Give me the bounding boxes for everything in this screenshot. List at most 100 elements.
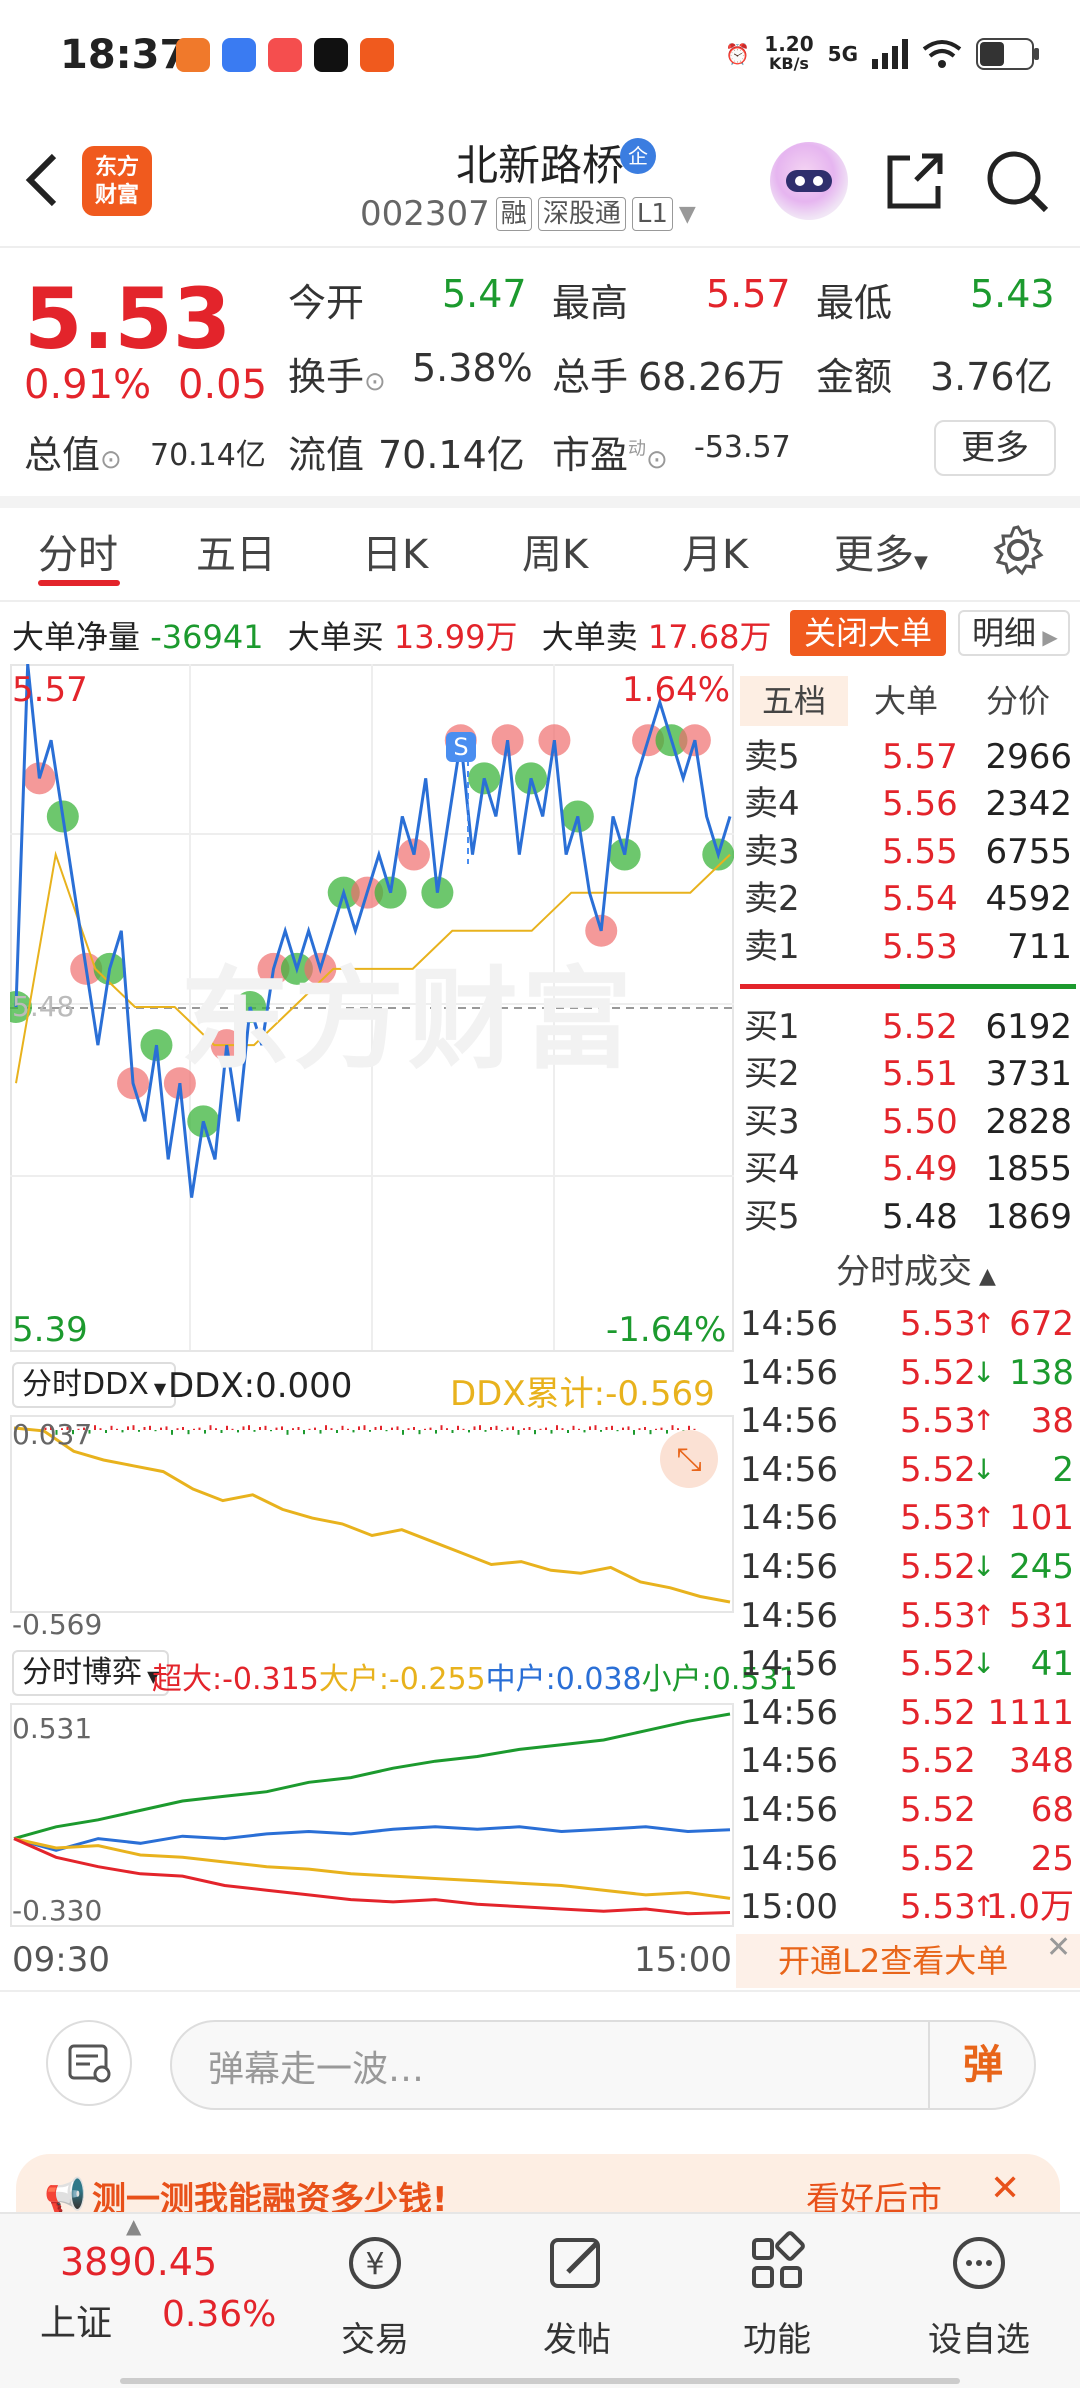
tab-daily[interactable]: 日K <box>362 532 429 578</box>
ask-price: 5.56 <box>882 784 958 825</box>
detail-button[interactable]: 明细 ▶ <box>958 610 1070 656</box>
ask-volume: 2966 <box>985 737 1072 777</box>
signal-marker[interactable]: S <box>446 732 476 762</box>
close-icon[interactable]: ✕ <box>1046 1930 1072 1965</box>
tab-weekly[interactable]: 周K <box>522 532 589 578</box>
time-start: 09:30 <box>12 1940 110 1980</box>
tab-5day[interactable]: 五日 <box>196 532 276 578</box>
game-values: 超大:-0.315大户:-0.255中户:0.038小户:0.531 <box>152 1654 798 1698</box>
tab-more[interactable]: 更多▼ <box>834 532 928 578</box>
trade-direction: ↑ <box>972 1890 996 1924</box>
close-icon[interactable]: ✕ <box>990 2168 1021 2209</box>
game-top-label: 0.531 <box>12 1712 93 1745</box>
tab-price-dist[interactable]: 分价 <box>986 682 1051 720</box>
trade-volume: 348 <box>1009 1741 1074 1782</box>
danmu-input[interactable] <box>170 2020 1036 2110</box>
status-bar: 18:37 ⏰ 1.20 KB/s 5G <box>0 0 1080 110</box>
signal-icon <box>872 39 908 69</box>
trade-direction: ↓ <box>972 1647 996 1681</box>
tab-monthly[interactable]: 月K <box>682 532 749 578</box>
tab-big-orders[interactable]: 大单 <box>874 682 939 720</box>
ask-row: 卖1 5.53 711 <box>742 924 1072 970</box>
trade-volume: 1111 <box>987 1692 1074 1733</box>
trade-volume: 672 <box>1009 1304 1074 1344</box>
favorite-icon[interactable] <box>944 2228 1014 2298</box>
status-indicators: ⏰ 1.20 KB/s 5G <box>725 34 1040 74</box>
trade-direction: ↑ <box>972 1598 996 1632</box>
caret-down-icon: ▼ <box>914 552 928 573</box>
info-icon[interactable]: ⊙ <box>646 445 668 475</box>
current-price: 5.53 <box>24 270 232 368</box>
low-value: 5.43 <box>970 272 1055 316</box>
more-button[interactable]: 更多 <box>934 420 1056 476</box>
ask-price: 5.54 <box>882 879 958 920</box>
game-selector[interactable]: 分时博弈 ▼ <box>12 1650 170 1696</box>
trade-time: 14:56 <box>740 1547 838 1587</box>
assistant-avatar[interactable] <box>770 142 848 220</box>
nav-add-watch[interactable]: 设自选 <box>928 2320 1030 2360</box>
app-logo: 东方 财富 <box>82 146 152 216</box>
trade-volume: 68 <box>1030 1790 1074 1830</box>
nav-post[interactable]: 发帖 <box>543 2320 611 2360</box>
bid-price: 5.52 <box>882 1007 958 1047</box>
amount-value: 3.76亿 <box>930 355 1053 399</box>
post-icon[interactable] <box>542 2228 612 2298</box>
ask-label: 卖2 <box>744 879 800 920</box>
alarm-icon: ⏰ <box>725 42 751 66</box>
info-icon[interactable]: ⊙ <box>364 367 386 397</box>
ask-volume: 711 <box>1007 926 1072 967</box>
trade-row: 14:56 5.52 ↓ 138 <box>740 1349 1076 1397</box>
trade-volume: 1.0万 <box>985 1887 1074 1928</box>
trade-time: 14:56 <box>740 1352 838 1393</box>
pe-value: -53.57 <box>694 430 791 465</box>
index-pct[interactable]: 0.36% <box>162 2294 277 2335</box>
expand-icon[interactable]: ⤡ <box>660 1430 718 1488</box>
nav-trade[interactable]: 交易 <box>341 2320 409 2360</box>
back-icon[interactable] <box>22 150 62 210</box>
bid-label: 买2 <box>744 1054 800 1095</box>
caret-down-icon: ▼ <box>142 1667 160 1686</box>
tab-intraday[interactable]: 分时 <box>38 532 118 578</box>
bid-row: 买4 5.49 1855 <box>742 1146 1072 1192</box>
trade-icon[interactable]: ¥ <box>340 2228 410 2298</box>
danmu-send-button[interactable]: 弹 <box>928 2020 1036 2110</box>
index-value[interactable]: 3890.45 <box>60 2240 218 2284</box>
change-amount: 0.05 <box>178 362 268 408</box>
tab-active-indicator <box>38 580 120 586</box>
bid-volume: 2828 <box>985 1101 1072 1142</box>
function-icon[interactable] <box>742 2228 812 2298</box>
bid-price: 5.49 <box>882 1149 958 1190</box>
trade-volume: 101 <box>1009 1498 1074 1539</box>
search-icon[interactable] <box>982 146 1052 216</box>
info-icon[interactable]: ⊙ <box>100 445 122 475</box>
quote-open: 今开 <box>288 281 365 325</box>
super-line <box>13 1837 731 1916</box>
quote-amount: 金额 <box>816 355 893 399</box>
trade-row: 14:56 5.53 ↑ 672 <box>740 1300 1076 1348</box>
trades-title[interactable]: 分时成交 ▲ <box>836 1252 996 1292</box>
app-icon <box>222 38 256 72</box>
ddx-selector[interactable]: 分时DDX ▼ <box>12 1362 177 1408</box>
trade-direction: ↓ <box>972 1355 996 1389</box>
index-name[interactable]: 上证 <box>40 2303 113 2344</box>
nav-function[interactable]: 功能 <box>743 2320 811 2360</box>
stock-code-row[interactable]: 002307 融 深股通 L1 ▼ <box>360 194 696 234</box>
share-icon[interactable] <box>880 146 950 216</box>
trade-row: 14:56 5.53 ↑ 38 <box>740 1397 1076 1445</box>
game-mid: 中户:0.038 <box>485 1662 642 1697</box>
danmu-settings-icon[interactable] <box>46 2020 132 2106</box>
gear-icon[interactable] <box>992 524 1044 576</box>
price-line <box>14 664 732 1198</box>
danmu-placeholder: 弹幕走一波… <box>208 2049 425 2090</box>
tab-five-level[interactable]: 五档 <box>762 682 827 720</box>
l2-banner[interactable]: 开通L2查看大单 <box>736 1934 1080 1988</box>
trade-row: 14:56 5.52 ↓ 245 <box>740 1543 1076 1591</box>
ddx-top-label: 0.037 <box>12 1418 93 1451</box>
close-big-order-button[interactable]: 关闭大单 <box>790 610 946 656</box>
ask-row: 卖2 5.54 4592 <box>742 876 1072 922</box>
intraday-chart[interactable] <box>10 664 734 1980</box>
trade-volume: 245 <box>1009 1547 1074 1587</box>
volume-value: 68.26万 <box>638 355 785 399</box>
bottom-nav <box>0 2212 1080 2388</box>
ddx-cumulative: DDX累计:-0.569 <box>450 1374 715 1414</box>
